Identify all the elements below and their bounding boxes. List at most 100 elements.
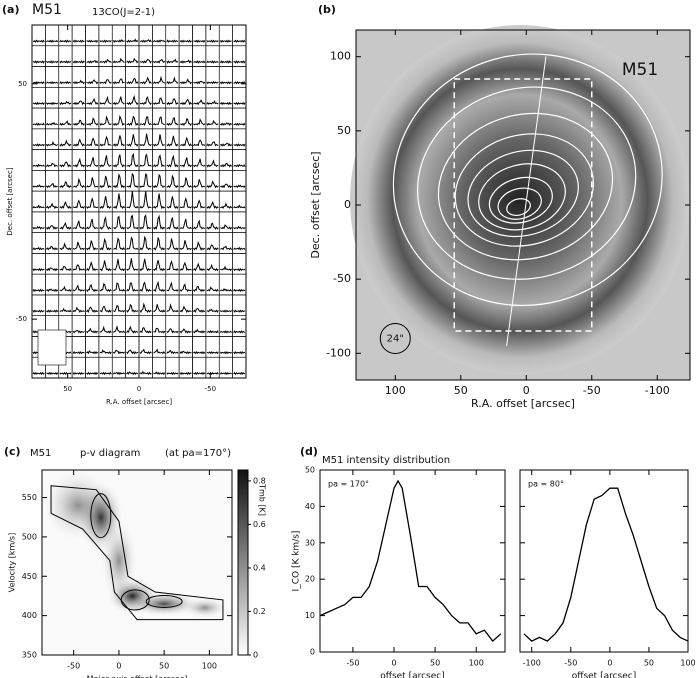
spectrum <box>153 237 166 251</box>
spectrum-cell <box>138 24 153 47</box>
spectrum-cell <box>152 107 167 130</box>
spectrum <box>219 371 232 376</box>
spectrum-cell <box>165 315 180 337</box>
spectrum <box>193 39 206 43</box>
x-tick-label: -100 <box>645 384 670 397</box>
spectrum <box>126 57 139 64</box>
y-tick-label: 10 <box>305 611 315 620</box>
spectrum-cell <box>232 273 247 296</box>
spectrum-cell <box>111 294 126 317</box>
y-tick-label: 30 <box>305 538 315 547</box>
spectrum <box>193 262 206 272</box>
spectrum-cell <box>218 356 233 379</box>
spectrum <box>179 157 192 168</box>
spectrum-cell <box>205 356 220 379</box>
spectrum <box>233 371 246 376</box>
spectrum-cell <box>58 253 73 275</box>
panel-annotation: pa = 170° <box>328 480 369 489</box>
spectrum <box>166 154 179 168</box>
spectrum <box>46 309 59 313</box>
spectrum <box>72 329 85 334</box>
spectrum <box>206 80 219 85</box>
spectrum <box>86 260 98 272</box>
plot-frame <box>519 469 689 653</box>
spectrum-cell <box>218 232 233 254</box>
spectrum-cell <box>58 170 73 192</box>
x-tick-label: 50 <box>63 385 72 393</box>
spectrum-cell <box>31 190 46 213</box>
spectrum-cell <box>31 273 46 296</box>
spectrum <box>179 218 192 230</box>
pv-contour <box>120 589 150 611</box>
spectrum <box>219 122 232 126</box>
spectrum <box>153 214 166 230</box>
spectrum-cell <box>218 190 233 213</box>
spectrum <box>152 116 165 126</box>
spectrum <box>99 216 112 230</box>
spectrum <box>126 325 139 334</box>
x-tick-label: 0 <box>116 662 121 671</box>
panel-annotation: (at pa=170°) <box>165 448 231 459</box>
spectrum <box>59 266 72 272</box>
spectrum <box>206 119 219 126</box>
spectrum <box>72 79 85 85</box>
spectrum <box>45 162 58 168</box>
spectrum <box>233 80 246 85</box>
spectrum <box>166 117 179 127</box>
spectrum <box>59 39 72 43</box>
spectrum <box>179 59 192 64</box>
spectrum <box>139 116 152 127</box>
spectrum <box>45 121 59 126</box>
spectrum <box>86 117 99 126</box>
y-tick-label: 550 <box>22 493 37 502</box>
plot-frame <box>319 469 506 653</box>
spectrum-cell <box>205 315 220 337</box>
spectrum <box>193 219 206 230</box>
spectrum <box>179 39 192 43</box>
spectrum <box>99 260 112 272</box>
spectrum <box>126 38 139 43</box>
spectrum <box>166 39 179 43</box>
spectrum-cell <box>192 253 207 275</box>
spectrum-cell <box>218 86 233 109</box>
spectrum-cell <box>45 149 60 171</box>
spectrum-cell <box>165 336 180 358</box>
spectrum-cell <box>178 253 193 275</box>
spectrum <box>86 79 99 85</box>
spectrum <box>139 173 152 188</box>
panel-title: M51 intensity distribution <box>322 455 450 466</box>
spectrum <box>206 371 219 376</box>
spectrum <box>166 98 179 106</box>
spectrum <box>126 134 139 147</box>
spectrum <box>139 76 152 85</box>
spectrum <box>32 80 45 85</box>
major-axis <box>506 56 547 346</box>
spectrum <box>206 180 219 189</box>
spectrum-cell <box>232 356 247 379</box>
spectrum-cell <box>111 273 126 296</box>
spectrum-cell <box>192 128 207 150</box>
map: 100 50 0 -50 -100 100 50 0 -50 -100 <box>326 25 691 397</box>
spectrum-cell <box>232 211 247 233</box>
spectrum <box>59 161 72 168</box>
spectrum <box>139 348 152 355</box>
spectrum-cell <box>58 273 73 296</box>
spectrum <box>126 303 139 313</box>
spectrum-cell <box>71 128 86 150</box>
spectrum <box>86 177 99 188</box>
spectrum <box>126 172 139 189</box>
spectrum <box>206 60 219 64</box>
spectrum <box>206 286 219 292</box>
spectrum <box>153 371 166 376</box>
spectrum-cell <box>165 107 180 130</box>
spectrum-cell <box>232 107 247 130</box>
spectrum-cell <box>85 190 100 213</box>
spectrum <box>72 100 85 106</box>
spectrum-cell <box>205 66 220 88</box>
spectrum-cell <box>152 86 167 109</box>
y-tick-label: 100 <box>330 50 351 63</box>
spectrum <box>206 244 219 251</box>
spectrum <box>166 174 179 189</box>
spectrum-cell <box>138 315 153 337</box>
